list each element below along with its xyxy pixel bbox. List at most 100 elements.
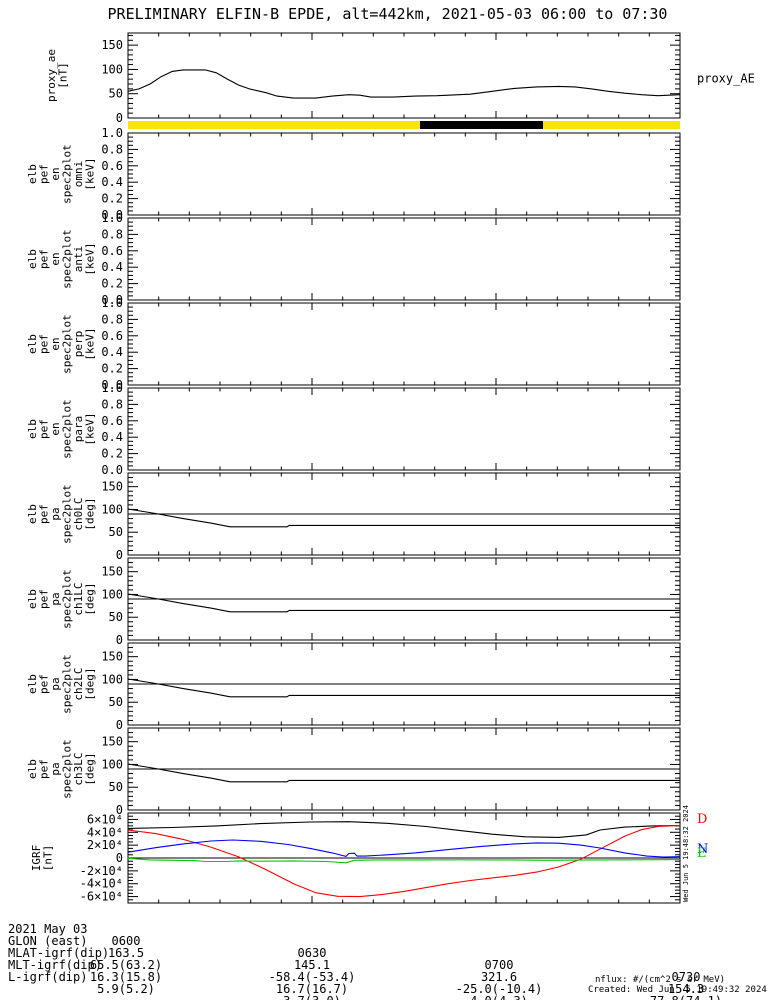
footer-row-mlt: MLT-igrf(dip) 16.3(15.8) 16.7(16.7) 4.0(… (0, 947, 775, 1000)
y-tick-label: 100 (101, 757, 123, 771)
igrf-component-label-N: N (697, 842, 708, 857)
panel-axis-label-word: ch3LC (72, 752, 85, 785)
footer-value: 65.5(63.2) (89, 958, 163, 972)
y-tick-label: 0 (116, 803, 123, 817)
y-tick-label: -6×10⁴ (80, 890, 123, 904)
y-tick-label: 0 (116, 851, 123, 865)
y-tick-label: 100 (101, 587, 123, 601)
y-tick-label: 0 (116, 111, 123, 125)
series-loss_cone (127, 763, 680, 783)
y-tick-label: 0.4 (101, 430, 123, 444)
y-tick-label: 0.6 (101, 414, 123, 428)
panel-axis-label-word: proxy_ae (45, 49, 58, 102)
y-tick-label: 1.0 (101, 126, 123, 140)
y-tick-label: 100 (101, 502, 123, 516)
y-tick-label: 0.8 (101, 227, 123, 241)
panel-axis-label-word: en (49, 422, 62, 435)
panel-axis-label-word: pef (38, 164, 51, 184)
y-tick-label: 150 (101, 565, 123, 579)
panel-axis-label-word: para (72, 416, 85, 443)
panel-border (127, 302, 681, 386)
panel-axis-label-word: en (49, 167, 62, 180)
y-tick-label: 150 (101, 650, 123, 664)
date-label: 2021 May 03 (8, 922, 88, 936)
footer-value: -58.4(-53.4) (268, 970, 356, 984)
y-tick-label: 0.0 (101, 293, 123, 307)
panel-axis-label-word: spec2plot (61, 229, 74, 289)
y-tick-label: 150 (101, 480, 123, 494)
panel-proxy_ae: 0 50 100 150 proxy_ae[nT] proxy_AE (45, 32, 755, 125)
footer-row-label: MLT-igrf(dip) (8, 958, 102, 972)
y-tick-label: 0.2 (101, 362, 123, 376)
panel-axis-label-word: elb (26, 759, 39, 779)
y-tick-label: 0 (116, 548, 123, 562)
y-tick-label: 0.2 (101, 192, 123, 206)
y-tick-label: 1.0 (101, 296, 123, 310)
footer-row-lshell: L-igrf(dip) 5.9(5.2) 3.7(3.0) 1.2(1.1) 2… (0, 959, 775, 1000)
panel-axis-label-word: pef (38, 334, 51, 354)
series-E (127, 857, 681, 864)
footer-value: 163.5 (107, 946, 145, 960)
panel-border (127, 217, 681, 301)
footer-row-time: 2021 May 03 0600 0630 0700 0730 (0, 911, 775, 983)
y-tick-label: 100 (101, 672, 123, 686)
panel-axis-label-word: pa (49, 677, 62, 690)
y-tick-label: 150 (101, 38, 123, 52)
panel-axis-label-word: pa (49, 507, 62, 520)
footer-row-label: MLAT-igrf(dip) (8, 946, 110, 960)
panel-axis-label-word: elb (26, 589, 39, 609)
panel-axis-label-word: elb (26, 504, 39, 524)
panel-axis-label-word: anti (72, 246, 85, 273)
panel-axis-label-word: en (49, 337, 62, 350)
y-tick-label: 0.2 (101, 447, 123, 461)
igrf-component-label-D: D (697, 812, 707, 827)
y-tick-label: 0.4 (101, 175, 123, 189)
y-tick-label: 100 (101, 62, 123, 76)
footer-value: 5.9(5.2) (97, 982, 155, 996)
panel-axis-label-word: omni (72, 161, 85, 188)
panel-axis-label-word: ch0LC (72, 497, 85, 530)
panel-axis-label-word: en (49, 252, 62, 265)
panel-axis-label-word: pa (49, 762, 62, 775)
panel-axis-label-word: spec2plot (61, 399, 74, 459)
y-tick-label: 0 (116, 633, 123, 647)
footer-row-mlat: MLAT-igrf(dip) 65.5(63.2) -58.4(-53.4) -… (0, 935, 775, 1000)
y-tick-label: 6×10⁴ (87, 812, 123, 826)
panel-axis-label-word: elb (26, 334, 39, 354)
page-title: PRELIMINARY ELFIN-B EPDE, alt=442km, 202… (107, 5, 668, 23)
series-N (127, 839, 681, 858)
panel-axis-label-word: pef (38, 759, 51, 779)
y-tick-label: 0.4 (101, 260, 123, 274)
panel-axis-label-word: [deg] (84, 582, 97, 615)
footer-value: 3.7(3.0) (283, 995, 341, 1000)
panel-axis-label-word: [keV] (84, 157, 97, 190)
y-tick-label: 0.8 (101, 142, 123, 156)
y-tick-label: 1.0 (101, 211, 123, 225)
panel-axis-label-word: [deg] (84, 497, 97, 530)
y-tick-label: -4×10⁴ (80, 877, 123, 891)
panel-axis-label-word: elb (26, 419, 39, 439)
y-tick-label: 50 (109, 695, 123, 709)
y-tick-label: 0 (116, 718, 123, 732)
y-tick-label: 0.0 (101, 463, 123, 477)
panel-axis-label-word: perp (72, 331, 85, 358)
panel-en_para: 0.0 0.2 0.4 0.6 0.8 1.0 elbpefenspec2plotpara[… (26, 381, 681, 477)
panel-axis-label-word: ch2LC (72, 667, 85, 700)
panel-axis-label-word: ch1LC (72, 582, 85, 615)
panel-axis-label-word: pef (38, 674, 51, 694)
y-tick-label: 0.8 (101, 397, 123, 411)
y-tick-label: 50 (109, 780, 123, 794)
footer-value: 4.0(4.3) (470, 995, 528, 1000)
xtick-0730: 0730 (671, 970, 701, 984)
nflux-units-note: nflux: #/(cm^2 s sr MeV) (595, 975, 726, 985)
panel-border (127, 132, 681, 216)
y-tick-label: 50 (109, 87, 123, 101)
series-loss_cone (127, 508, 680, 528)
y-tick-label: -2×10⁴ (80, 864, 123, 878)
side-created-timestamp: Wed Jun 5 19:48:32 2024 (682, 805, 690, 902)
panel-axis-label-word: [nT] (42, 845, 55, 872)
panel-en_omni: 0.0 0.2 0.4 0.6 0.8 1.0 elbpefenspec2plotomni[… (26, 126, 681, 222)
